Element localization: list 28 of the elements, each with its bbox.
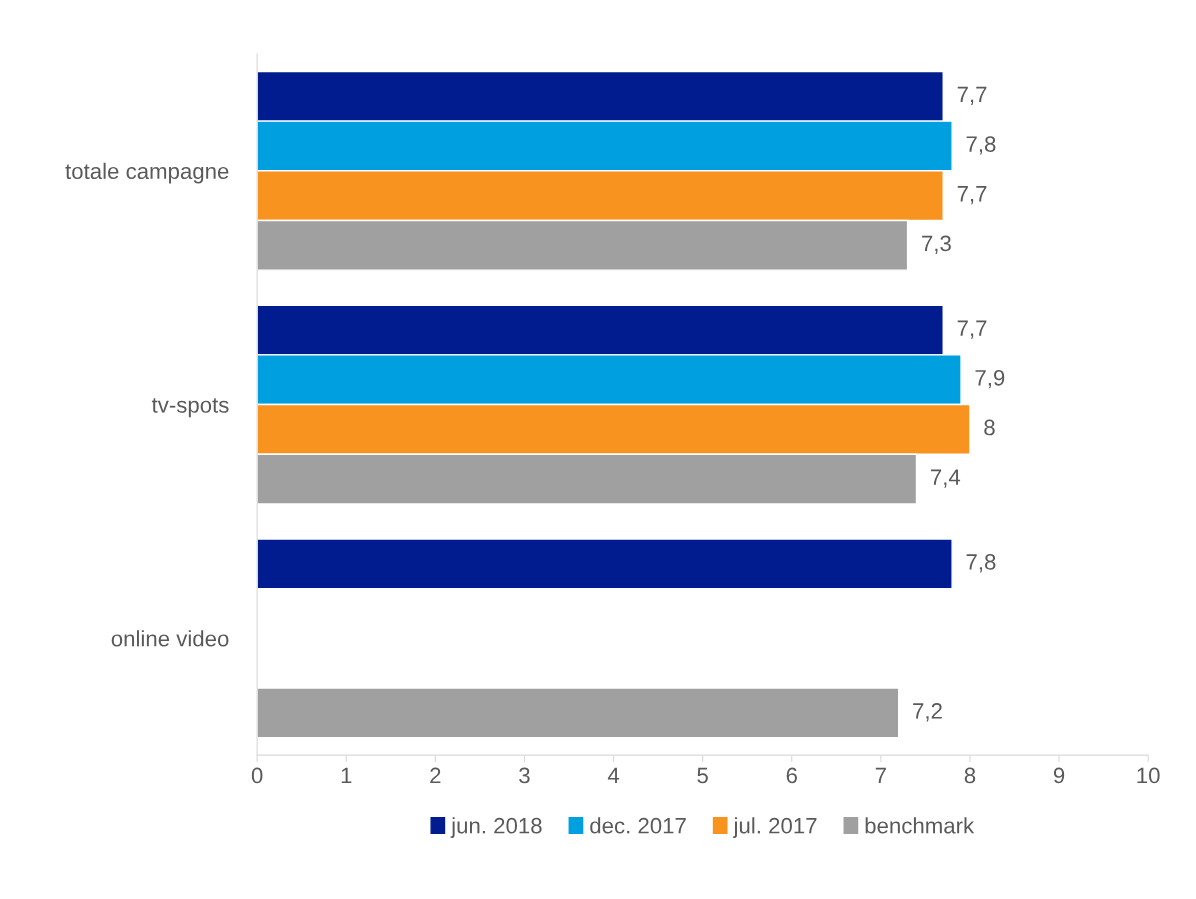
legend-label: benchmark xyxy=(865,817,975,834)
x-tick-label: 6 xyxy=(786,767,797,784)
data-label: 7,2 xyxy=(913,703,942,722)
x-tick-label: 7 xyxy=(875,767,886,784)
legend-label: jul. 2017 xyxy=(732,817,817,838)
data-label: 7,7 xyxy=(957,86,987,105)
x-tick-label: 4 xyxy=(607,767,620,784)
data-label: 8 xyxy=(984,419,995,436)
y-tick-label: tv-spots xyxy=(151,398,229,418)
legend-label: dec. 2017 xyxy=(590,817,686,834)
x-tick-label: 3 xyxy=(519,767,530,784)
x-tick-label: 9 xyxy=(1053,767,1065,784)
x-tick-label: 5 xyxy=(697,767,708,784)
y-tick-label: totale campagne xyxy=(65,162,229,184)
data-label: 7,8 xyxy=(966,554,996,573)
x-tick-label: 1 xyxy=(341,767,352,784)
legend-label: jun. 2018 xyxy=(450,817,542,838)
data-label: 7,4 xyxy=(931,469,961,488)
x-tick-label: 10 xyxy=(1137,767,1160,784)
data-label: 7,7 xyxy=(957,186,987,205)
y-tick-label: online video xyxy=(111,630,229,647)
data-label: 7,8 xyxy=(966,136,996,155)
x-tick-label: 8 xyxy=(964,767,976,784)
x-tick-label: 0 xyxy=(251,767,263,784)
data-label: 7,9 xyxy=(975,369,1005,389)
data-label: 7,7 xyxy=(957,320,987,339)
x-tick-label: 2 xyxy=(430,767,441,784)
data-label: 7,3 xyxy=(922,235,951,254)
